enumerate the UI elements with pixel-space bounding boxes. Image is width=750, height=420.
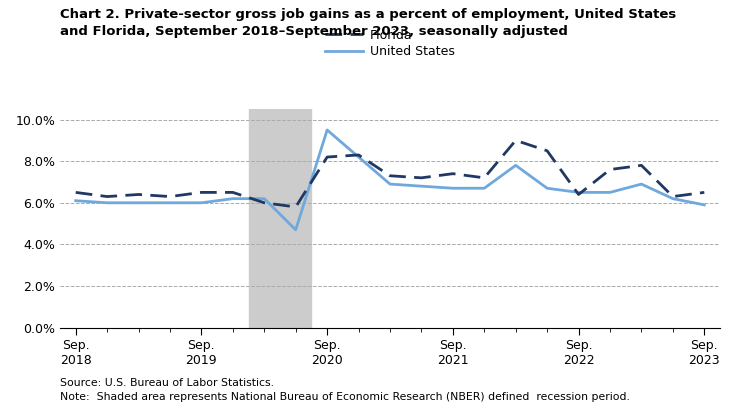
United States: [417, 184, 426, 189]
Text: Chart 2. Private-sector gross job gains as a percent of employment, United State: Chart 2. Private-sector gross job gains …: [60, 8, 676, 38]
Florida: [134, 192, 143, 197]
United States: [668, 196, 677, 201]
United States: [134, 200, 143, 205]
Florida: [71, 190, 80, 195]
Florida: [260, 200, 268, 205]
Florida: [228, 190, 237, 195]
Florida: [448, 171, 458, 176]
Line: Florida: Florida: [76, 140, 704, 207]
United States: [291, 227, 300, 232]
United States: [260, 196, 268, 201]
United States: [512, 163, 520, 168]
Florida: [512, 138, 520, 143]
Florida: [197, 190, 206, 195]
Legend: Florida, United States: Florida, United States: [320, 24, 460, 63]
Florida: [637, 163, 646, 168]
United States: [605, 190, 614, 195]
United States: [166, 200, 175, 205]
Line: United States: United States: [76, 130, 704, 230]
Florida: [322, 155, 332, 160]
Florida: [605, 167, 614, 172]
Florida: [417, 175, 426, 180]
Text: Source: U.S. Bureau of Labor Statistics.
Note:  Shaded area represents National : Source: U.S. Bureau of Labor Statistics.…: [60, 378, 630, 402]
Florida: [103, 194, 112, 199]
Florida: [574, 192, 583, 197]
United States: [700, 202, 709, 207]
Bar: [248, 109, 311, 328]
United States: [574, 190, 583, 195]
Florida: [291, 205, 300, 210]
Florida: [668, 194, 677, 199]
Florida: [354, 152, 363, 158]
Florida: [543, 148, 552, 153]
Florida: [700, 190, 709, 195]
United States: [228, 196, 237, 201]
Florida: [480, 175, 489, 180]
United States: [480, 186, 489, 191]
United States: [71, 198, 80, 203]
Florida: [386, 173, 394, 178]
United States: [354, 155, 363, 160]
United States: [197, 200, 206, 205]
United States: [543, 186, 552, 191]
United States: [103, 200, 112, 205]
United States: [637, 181, 646, 186]
United States: [386, 181, 394, 186]
United States: [448, 186, 458, 191]
Florida: [166, 194, 175, 199]
United States: [322, 128, 332, 133]
